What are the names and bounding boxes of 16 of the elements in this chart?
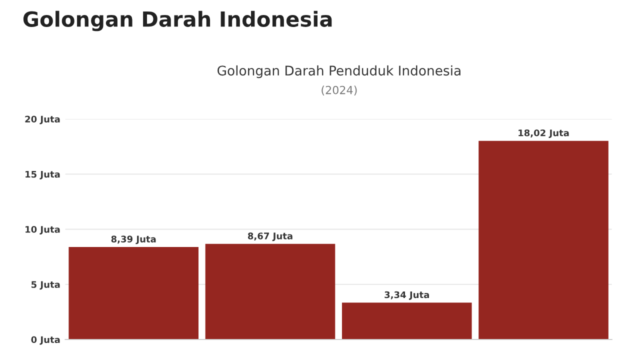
chart-subtitle: Golongan Darah Penduduk Indonesia bbox=[218, 65, 460, 78]
bar bbox=[342, 302, 472, 340]
y-tick-label: 15 Juta bbox=[26, 170, 60, 180]
data-label: 3,34 Juta bbox=[384, 291, 429, 300]
data-label: 8,67 Juta bbox=[248, 232, 292, 242]
bar bbox=[68, 247, 199, 340]
data-label: 8,39 Juta bbox=[111, 236, 156, 244]
bar bbox=[205, 244, 336, 340]
text: (2024) bbox=[322, 86, 357, 96]
data-label: 18,02 Juta bbox=[518, 129, 569, 138]
y-tick-label: 0 Juta bbox=[31, 336, 60, 345]
y-tick-label: 20 Juta bbox=[25, 116, 60, 124]
chart-title: Golongan Darah Indonesia bbox=[23, 10, 332, 32]
y-tick-label: 5 Juta bbox=[32, 281, 60, 290]
bar bbox=[478, 140, 608, 340]
y-tick-label: 10 Juta bbox=[26, 226, 60, 234]
